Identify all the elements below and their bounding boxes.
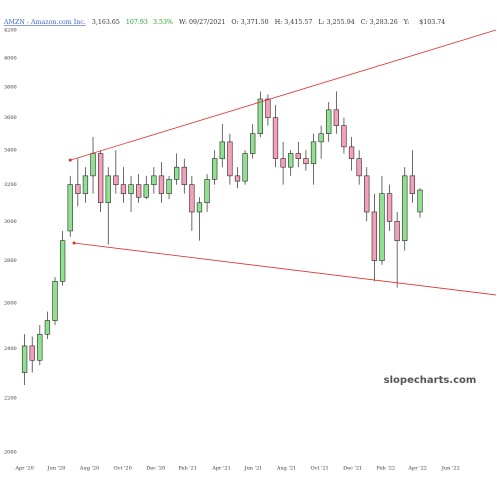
open: O: 3,371.50	[231, 19, 268, 26]
watermark: slopecharts.com	[384, 375, 477, 386]
candle-body	[128, 184, 134, 194]
candle-body	[417, 189, 423, 213]
y-tick-label: 4200	[4, 28, 17, 34]
candle-body	[90, 153, 96, 177]
change-pct: 3.53%	[153, 19, 173, 26]
header: AMZN - Amazon.com Inc. 3,163.65 107.93 3…	[3, 19, 445, 26]
candle-body	[333, 109, 339, 126]
candle-body	[212, 158, 218, 180]
y-value: $103.74	[419, 19, 445, 26]
candle-body	[303, 158, 309, 165]
last: 3,163.65	[92, 19, 120, 26]
candle-body	[21, 345, 28, 373]
candle-body	[280, 158, 286, 168]
y-tick-label: 2800	[4, 258, 17, 264]
candle-body	[379, 193, 385, 261]
x-tick-label: Dec '21	[343, 466, 362, 472]
candle-body	[394, 221, 400, 241]
candle-body	[166, 179, 172, 194]
x-tick-label: Apr '22	[407, 466, 427, 472]
candle-body	[135, 184, 142, 198]
x-tick-label: Oct '20	[114, 466, 132, 472]
candle-body	[204, 179, 210, 204]
ticker[interactable]: AMZN - Amazon.com Inc.	[3, 19, 86, 26]
candle-body	[250, 133, 256, 154]
candle-body	[310, 141, 317, 165]
candle-body	[386, 193, 393, 222]
x-tick-label: Oct '21	[310, 466, 328, 472]
candle-body	[272, 117, 279, 159]
candle-body	[181, 166, 187, 185]
candle-body	[288, 153, 294, 168]
candle-body	[402, 175, 408, 241]
x-tick-label: Jun '22	[441, 466, 460, 472]
date: W: 09/27/2021	[179, 19, 225, 26]
candle-body	[409, 175, 416, 194]
x-tick-label: Jun '21	[244, 466, 263, 472]
x-tick-label: Feb '22	[376, 466, 395, 472]
x-tick-label: Jun '20	[47, 466, 66, 472]
candle-body	[75, 184, 81, 194]
trendline-anchor	[72, 241, 76, 245]
candle-body	[341, 125, 347, 148]
candle-body	[219, 141, 225, 159]
candle-body	[44, 320, 51, 335]
candle-body	[59, 240, 66, 282]
x-tick-label: Feb '21	[178, 466, 197, 472]
low: L: 3,255.94	[318, 19, 354, 26]
candle-body	[151, 175, 157, 185]
trendline	[73, 242, 497, 296]
candle-body	[295, 153, 301, 159]
y-tick-label: 2200	[4, 395, 17, 401]
y-tick-label: 2000	[4, 450, 17, 456]
y-tick-label: 4000	[4, 55, 17, 61]
y-label: Y:	[403, 19, 410, 26]
y-tick-label: 3000	[4, 219, 17, 225]
candle-body	[371, 211, 378, 261]
candle-body	[242, 153, 248, 182]
change: 107.93	[126, 19, 148, 26]
x-tick-label: Aug '21	[276, 466, 296, 472]
high: H: 3,415.57	[275, 19, 313, 26]
x-tick-label: Apr '21	[211, 466, 231, 472]
close: C: 3,283.26	[361, 19, 398, 26]
candle-body	[257, 98, 263, 135]
y-tick-label: 2400	[4, 346, 17, 352]
candle-body	[113, 175, 119, 185]
y-tick-label: 3200	[4, 182, 17, 188]
y-tick-label: 3600	[4, 115, 17, 121]
x-tick-label: Apr '20	[14, 466, 34, 472]
y-tick-label: 3400	[4, 148, 17, 154]
candle-body	[318, 133, 324, 143]
trendline-anchor	[68, 158, 72, 162]
candle-body	[82, 175, 89, 194]
candle-body	[158, 175, 165, 194]
candle-body	[326, 109, 332, 135]
candle-body	[174, 166, 180, 180]
candle-body	[227, 141, 233, 177]
candle-body	[97, 153, 104, 204]
candle-body	[196, 202, 203, 213]
candle-body	[67, 184, 73, 232]
x-tick-label: Dec '20	[146, 466, 165, 472]
candle-body	[120, 184, 127, 194]
candle-body	[105, 175, 111, 204]
candle-body	[356, 158, 362, 177]
y-tick-label: 2600	[4, 300, 17, 306]
candle-body	[29, 345, 35, 361]
trendline	[70, 29, 497, 161]
candle-body	[189, 184, 195, 213]
candle-body	[52, 281, 58, 321]
candle-body	[37, 333, 43, 361]
candle-body	[143, 184, 149, 198]
candle-body	[364, 175, 370, 213]
candle-body	[234, 175, 241, 182]
candle-body	[265, 98, 271, 118]
candle-body	[348, 146, 355, 159]
x-tick-label: Aug '20	[79, 466, 99, 472]
y-tick-label: 3800	[4, 84, 17, 90]
